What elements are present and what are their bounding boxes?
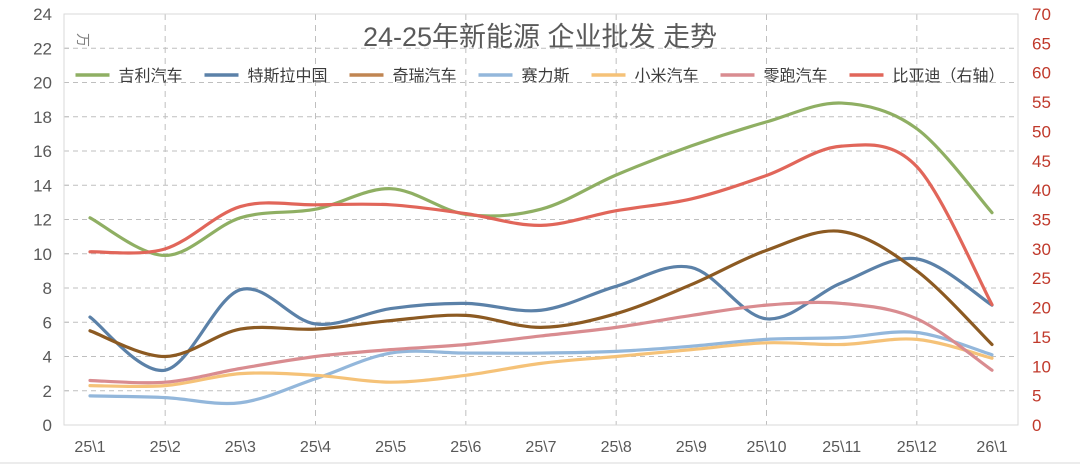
right-axis-tick-label: 25	[1032, 269, 1051, 288]
series-line-小米汽车	[88, 337, 994, 389]
right-axis-tick-label: 60	[1032, 64, 1051, 83]
right-axis-tick-label: 10	[1032, 357, 1051, 376]
right-axis-tick-label: 65	[1032, 34, 1051, 53]
left-axis-tick-label: 6	[43, 313, 52, 332]
legend-label: 赛力斯	[521, 66, 569, 85]
left-axis-tick-label: 24	[33, 5, 52, 24]
left-axis-tick-label: 14	[33, 176, 52, 195]
x-axis-category-label: 25\6	[450, 439, 481, 456]
y-axis-unit-label: 万	[75, 33, 91, 47]
left-axis-tick-label: 2	[43, 382, 52, 401]
series-line-赛力斯	[88, 330, 994, 406]
right-axis-tick-label: 5	[1032, 387, 1041, 406]
legend-item-比亚迪（右轴）[interactable]: 比亚迪（右轴）	[849, 67, 1005, 85]
left-axis-tick-label: 18	[33, 108, 52, 127]
left-axis-tick-label: 20	[33, 74, 52, 93]
chart-title: 24-25年新能源 企业批发 走势	[363, 22, 717, 52]
legend-label: 奇瑞汽车	[392, 67, 456, 85]
series-line-吉利汽车	[88, 101, 994, 258]
legend-label: 吉利汽车	[118, 67, 182, 85]
x-axis-category-label: 25\7	[525, 439, 556, 456]
legend-label: 零跑汽车	[764, 67, 828, 85]
legend-item-零跑汽车[interactable]: 零跑汽车	[720, 67, 828, 85]
legend-label: 特斯拉中国	[247, 67, 327, 85]
right-axis-tick-label: 45	[1032, 152, 1051, 171]
left-axis-tick-label: 4	[43, 348, 52, 367]
legend-item-奇瑞汽车[interactable]: 奇瑞汽车	[349, 67, 457, 85]
right-axis-tick-label: 40	[1032, 181, 1051, 200]
right-axis-tick-label: 55	[1032, 93, 1051, 112]
right-axis-tick-label: 35	[1032, 211, 1051, 230]
x-axis-category-label: 25\9	[676, 439, 707, 456]
x-axis-category-label: 25\10	[746, 439, 786, 456]
left-axis-tick-label: 10	[33, 245, 52, 264]
left-axis-tick-label: 0	[43, 416, 52, 435]
legend-label: 小米汽车	[635, 67, 699, 85]
x-axis-category-label: 25\12	[897, 439, 937, 456]
x-axis-category-label: 25\11	[822, 439, 861, 456]
right-axis-tick-label: 20	[1032, 299, 1051, 318]
x-axis-category-label: 25\3	[225, 439, 256, 456]
x-axis-category-label: 25\1	[74, 439, 105, 456]
legend-item-吉利汽车[interactable]: 吉利汽车	[75, 67, 183, 85]
x-axis-category-label: 25\2	[150, 439, 181, 456]
right-axis-tick-label: 50	[1032, 122, 1051, 141]
series-line-奇瑞汽车	[88, 229, 994, 359]
series-line-零跑汽车	[88, 300, 994, 385]
right-axis-tick-label: 15	[1032, 328, 1051, 347]
series-line-特斯拉中国	[88, 256, 994, 372]
right-axis-tick-label: 0	[1032, 416, 1041, 435]
left-axis-tick-label: 22	[33, 39, 52, 58]
right-axis-tick-label: 70	[1032, 5, 1051, 24]
left-axis-tick-label: 8	[43, 279, 52, 298]
x-axis-category-label: 25\8	[601, 439, 632, 456]
legend-item-特斯拉中国[interactable]: 特斯拉中国	[204, 67, 328, 85]
legend-item-赛力斯[interactable]: 赛力斯	[478, 66, 570, 85]
left-axis-tick-label: 12	[33, 211, 52, 230]
legend-label: 比亚迪（右轴）	[893, 67, 1005, 85]
left-axis-tick-label: 16	[33, 142, 52, 161]
x-axis-category-label: 25\5	[375, 439, 406, 456]
x-axis-category-label: 25\4	[300, 439, 331, 456]
right-axis-tick-label: 30	[1032, 240, 1051, 259]
legend-item-小米汽车[interactable]: 小米汽车	[591, 67, 699, 85]
x-axis-category-label: 26\1	[976, 439, 1007, 456]
series-line-比亚迪（右轴）	[88, 143, 994, 307]
